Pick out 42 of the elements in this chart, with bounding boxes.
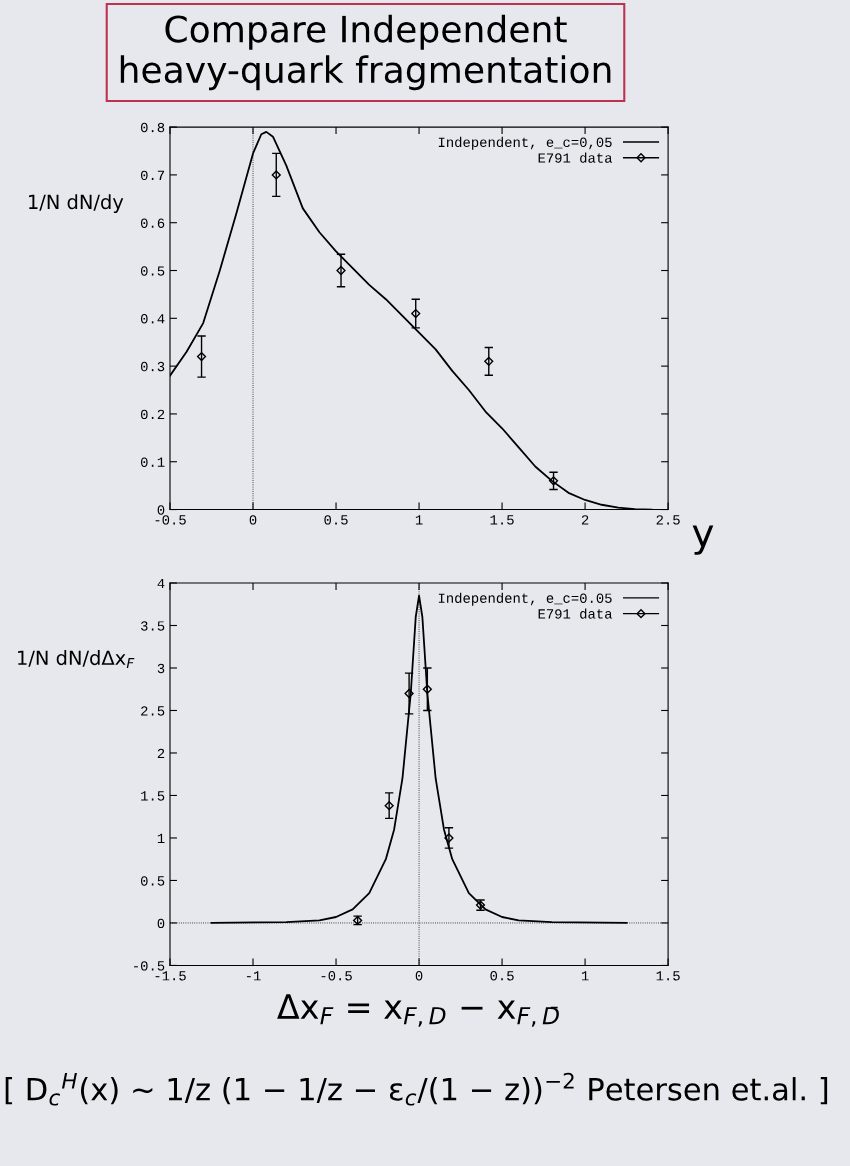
- y-tick-label: 4: [157, 578, 165, 589]
- y-axis-title: 1/N dN/dy: [29, 194, 124, 213]
- y-tick-label: 3.5: [141, 621, 165, 631]
- y-tick-label: 0.5: [140, 876, 165, 886]
- x-tick-label: 0: [415, 971, 423, 981]
- x-tick-label: -0.5: [321, 971, 352, 981]
- x-tick-label: 0.5: [324, 515, 348, 525]
- y-tick-label: 0: [157, 505, 165, 515]
- legend-label: Independent, e_c=0,05: [438, 136, 612, 150]
- chart-title: Compare Independent heavy-quark fragmentation: [120, 14, 611, 91]
- y-tick-label: 0.1: [140, 457, 165, 467]
- x-tick-label: 0: [249, 515, 257, 525]
- y-tick-label: -0.5: [134, 961, 165, 971]
- y-tick-label: 0.4: [140, 314, 165, 324]
- legend-label: E791 data: [538, 608, 613, 619]
- y-tick-label: 2.5: [141, 706, 165, 716]
- legend-label: E791 data: [538, 152, 613, 163]
- y-tick-label: 3: [157, 663, 165, 674]
- x-tick-label: -1.5: [155, 971, 186, 981]
- x-tick-label: 2: [581, 515, 589, 525]
- y-tick-label: 0.5: [140, 266, 165, 276]
- y-tick-label: 1: [157, 833, 165, 843]
- x-tick-label: 1.5: [656, 971, 680, 981]
- legend-label: Independent, e_c=0.05: [438, 592, 612, 606]
- x-tick-label: 1: [415, 515, 423, 525]
- y-tick-label: 0.6: [140, 218, 165, 228]
- x-tick-label: 1: [581, 971, 589, 981]
- x-axis-title: y: [692, 525, 714, 555]
- y-tick-label: 0.8: [140, 122, 165, 133]
- y-tick-label: 0.7: [140, 170, 165, 181]
- y-tick-label: 2: [157, 748, 165, 759]
- x-tick-label: 2.5: [656, 515, 680, 525]
- x-tick-label: 1.5: [490, 515, 514, 525]
- y-tick-label: 0.2: [140, 409, 165, 420]
- y-tick-label: 1.5: [141, 791, 165, 801]
- y-tick-label: 0.3: [140, 361, 165, 372]
- text: [ D$_{c}$$^{H}$(x) ~ 1/z (1 − 1/z − ε$_{c}$/(1 − z))$^{−2}$ Petersen et.al. ]: [5, 1072, 828, 1106]
- y-tick-label: 0: [157, 918, 165, 929]
- x-tick-label: -1: [246, 971, 261, 981]
- y-axis-title: 1/N dN/dΔx$_{F}$: [18, 650, 135, 669]
- x-tick-label: 0.5: [490, 971, 514, 981]
- x-axis-title: Δx$_{F}$ = x$_{F,D}$ − x$_{F,D̄}$: [277, 994, 559, 1027]
